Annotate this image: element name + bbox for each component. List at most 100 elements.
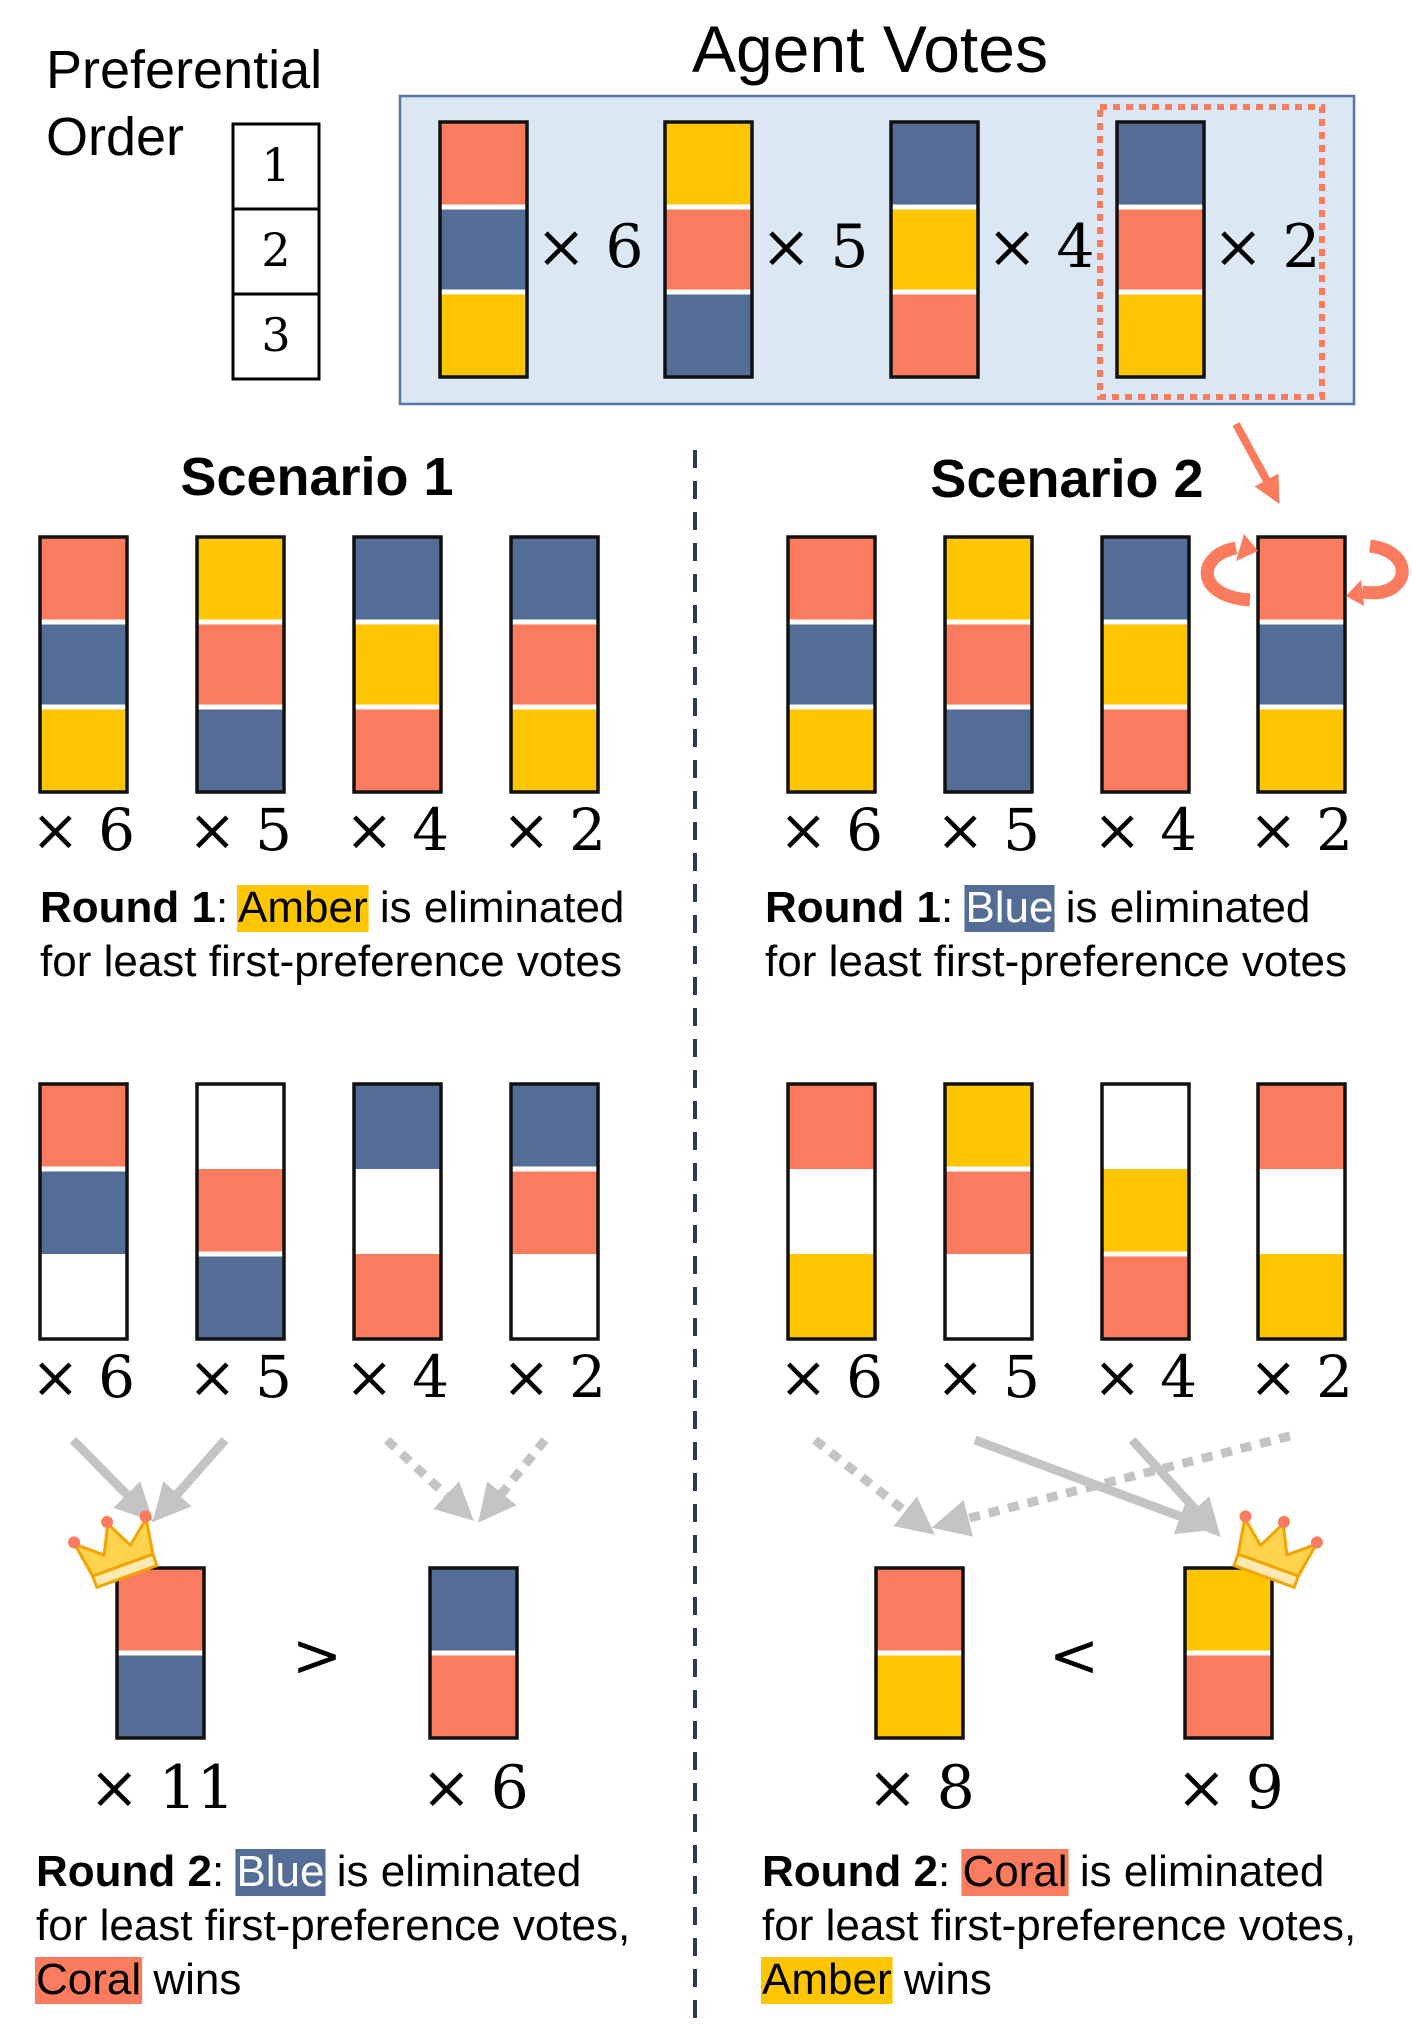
count-label: × 5 [188,1343,292,1411]
legend-rank-1: 1 [261,138,290,192]
scenario1-transfer-arrows [69,1436,549,1523]
agent-3-ballot [889,120,980,379]
agent-ballots: × 6 × 5 × 4 × 2 [438,120,1321,379]
s1r1-3-seg-amber [354,622,441,707]
s1r2-1-seg-coral [40,1084,127,1169]
agent-1-seg-blue [440,207,527,292]
s2r1-2-ballot [943,535,1034,794]
count-label: × 5 [936,796,1040,864]
crown-icon [1232,1510,1323,1590]
scenario2-round2-caption-line3: Amber wins [762,1955,992,2004]
s1r2-1-seg-blue [40,1169,127,1254]
s2r1-4-ballot [1256,535,1347,794]
s2r2-2-seg-empty [945,1254,1032,1339]
s1r2-3-seg-empty [354,1169,441,1254]
count-label: × 4 [1093,796,1197,864]
legend-rank-box: 1 2 3 [231,122,321,381]
s1r1-4-seg-amber [511,707,598,792]
s1final-1-seg-blue [117,1653,204,1738]
s2r2-4-seg-coral [1258,1084,1345,1169]
scenario1-round1-caption-line2: for least first-preference votes [40,937,622,986]
scenario1-round1-caption-line1: Round 1: Amber is eliminated [40,883,624,932]
s2final-2-seg-amber [1185,1568,1272,1653]
s2r2-3-seg-coral [1102,1254,1189,1339]
agent-4-seg-coral [1117,207,1204,292]
s1r1-2-seg-coral [197,622,284,707]
s1final-1-ballot [115,1566,206,1740]
scenario2-round1-ballots: × 6 × 5 × 4 × 2 [779,535,1353,864]
s1r1-1-ballot [38,535,129,794]
s2r2-2-ballot [943,1082,1034,1341]
s1r2-3-seg-coral [354,1254,441,1339]
s2r1-3-seg-blue [1102,537,1189,622]
swap-arrow [1232,422,1280,504]
s2r1-3-seg-coral [1102,707,1189,792]
s2r1-1-seg-blue [788,622,875,707]
count-label: × 2 [502,1343,606,1411]
agent-2-seg-blue [665,292,752,377]
s1r2-4-ballot [509,1082,600,1341]
crown-icon [68,1510,159,1590]
s1r1-2-ballot [195,535,286,794]
s1r1-3-ballot [352,535,443,794]
count-label: × 6 [31,796,135,864]
s1final-2-seg-coral [430,1653,517,1738]
s2r1-1-ballot [786,535,877,794]
s2r2-2-seg-coral [945,1169,1032,1254]
count-label: × 5 [936,1343,1040,1411]
count-label: × 4 [1093,1343,1197,1411]
s2r1-4-seg-amber [1258,707,1345,792]
scenario2-transfer-arrows [812,1431,1292,1537]
agent-4-seg-amber [1117,292,1204,377]
agent-4-ballot [1115,120,1206,379]
s2r1-3-seg-amber [1102,622,1189,707]
count-label: × 11 [89,1753,235,1823]
count-label: × 9 [1176,1753,1284,1823]
scenario1-comparison: > [292,1621,342,1691]
agent-1-ballot [438,120,529,379]
candidate-highlight [961,1849,1069,1896]
agent-3-seg-blue [891,122,978,207]
count-label: × 5 [188,796,292,864]
s2r2-4-seg-amber [1258,1254,1345,1339]
count-label: × 5 [761,212,869,282]
agent-1-seg-amber [440,292,527,377]
highlight-box [1097,104,1325,400]
s2r1-4-seg-blue [1258,622,1345,707]
s1r2-1-seg-empty [40,1254,127,1339]
agent-3-seg-coral [891,292,978,377]
s1r1-1-seg-coral [40,537,127,622]
scenario2-round2-ballots: × 6 × 5 × 4 × 2 [779,1082,1353,1411]
s2final-2-seg-coral [1185,1653,1272,1738]
count-label: × 4 [345,796,449,864]
s1r1-1-seg-blue [40,622,127,707]
scenario1-round2-caption-line2: for least first-preference votes, [36,1901,630,1950]
s1r1-3-seg-coral [354,707,441,792]
legend-rank-3: 3 [261,308,290,362]
s1final-2-ballot [428,1566,519,1740]
s1r1-4-seg-blue [511,537,598,622]
s1r1-3-seg-blue [354,537,441,622]
s1final-2-seg-blue [430,1568,517,1653]
legend-rank-2: 2 [261,223,290,277]
s1r1-1-seg-amber [40,707,127,792]
s1r2-1-ballot [38,1082,129,1341]
scenario1-final-ballots: × 11 × 6 [89,1566,529,1823]
agent-2-seg-amber [665,122,752,207]
s2r2-3-seg-empty [1102,1084,1189,1169]
count-label: × 2 [1213,212,1321,282]
count-label: × 6 [779,1343,883,1411]
s2r2-3-seg-amber [1102,1169,1189,1254]
scenario2-round1-caption-line2: for least first-preference votes [765,937,1347,986]
s2r2-2-seg-amber [945,1084,1032,1169]
s1r1-2-seg-blue [197,707,284,792]
s1r2-4-seg-coral [511,1169,598,1254]
scenario1-round1-ballots: × 6 × 5 × 4 × 2 [31,535,606,864]
s2r1-2-seg-amber [945,537,1032,622]
scenario1-round2-ballots: × 6 × 5 × 4 × 2 [31,1082,606,1411]
candidate-highlight [237,885,369,932]
candidate-highlight [761,1957,893,2004]
count-label: × 6 [31,1343,135,1411]
s2r2-1-seg-empty [788,1169,875,1254]
